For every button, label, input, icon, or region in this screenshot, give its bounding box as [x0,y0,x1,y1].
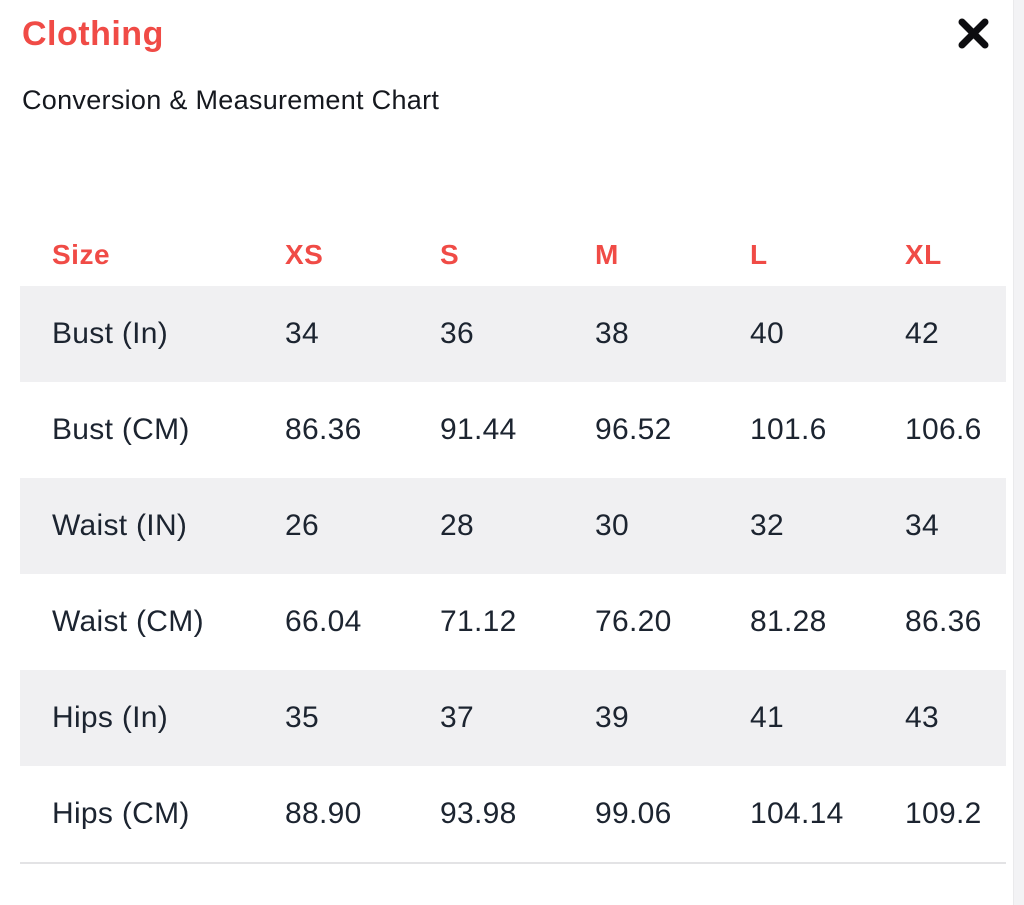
table-cell: 109.2 [905,796,982,830]
table-cell: 86.36 [905,604,982,638]
table-cell: 43 [905,700,939,734]
column-header-xl: XL [905,238,942,270]
table-cell: 66.04 [285,604,362,638]
table-cell: 96.52 [595,412,672,446]
size-chart-table: Size XS S M L XL Bust (In) 34 36 38 40 4… [20,224,1006,864]
table-row: Waist (CM) 66.04 71.12 76.20 81.28 86.36 [20,574,1006,670]
modal-header: Clothing Conversion & Measurement Chart [0,0,1024,116]
table-cell: 76.20 [595,604,672,638]
table-header-row: Size XS S M L XL [20,224,1006,286]
table-row: Bust (CM) 86.36 91.44 96.52 101.6 106.6 [20,382,1006,478]
row-label: Waist (IN) [52,508,188,542]
row-label: Bust (CM) [52,412,190,446]
table-cell: 39 [595,700,629,734]
table-cell: 26 [285,508,319,542]
row-label: Hips (CM) [52,796,190,830]
table-cell: 88.90 [285,796,362,830]
close-button[interactable] [952,12,994,54]
table-cell: 28 [440,508,474,542]
table-cell: 36 [440,316,474,350]
table-cell: 34 [285,316,319,350]
table-cell: 106.6 [905,412,982,446]
table-row: Waist (IN) 26 28 30 32 34 [20,477,1006,574]
table-cell: 34 [905,508,939,542]
table-cell: 32 [750,508,784,542]
column-header-m: M [595,238,619,270]
table-cell: 86.36 [285,412,362,446]
close-icon [955,15,992,52]
scrollbar-track[interactable] [1013,0,1024,905]
table-cell: 37 [440,700,474,734]
table-cell: 91.44 [440,412,517,446]
table-cell: 71.12 [440,604,517,638]
table-cell: 42 [905,316,939,350]
table-row: Bust (In) 34 36 38 40 42 [20,285,1006,382]
modal-title: Clothing [22,15,164,53]
table-cell: 40 [750,316,784,350]
table-row: Hips (CM) 88.90 93.98 99.06 104.14 109.2 [20,766,1006,862]
table-cell: 30 [595,508,629,542]
column-header-size: Size [52,238,111,270]
table-cell: 101.6 [750,412,827,446]
table-cell: 41 [750,700,784,734]
row-label: Bust (In) [52,316,169,350]
table-cell: 81.28 [750,604,827,638]
table-cell: 35 [285,700,319,734]
row-label: Waist (CM) [52,604,204,638]
column-header-l: L [750,238,768,270]
table-cell: 104.14 [750,796,844,830]
table-cell: 99.06 [595,796,672,830]
column-header-xs: XS [285,238,324,270]
table-cell: 38 [595,316,629,350]
row-label: Hips (In) [52,700,169,734]
modal-subtitle: Conversion & Measurement Chart [22,84,440,115]
table-cell: 93.98 [440,796,517,830]
column-header-s: S [440,238,460,270]
table-row: Hips (In) 35 37 39 41 43 [20,669,1006,766]
